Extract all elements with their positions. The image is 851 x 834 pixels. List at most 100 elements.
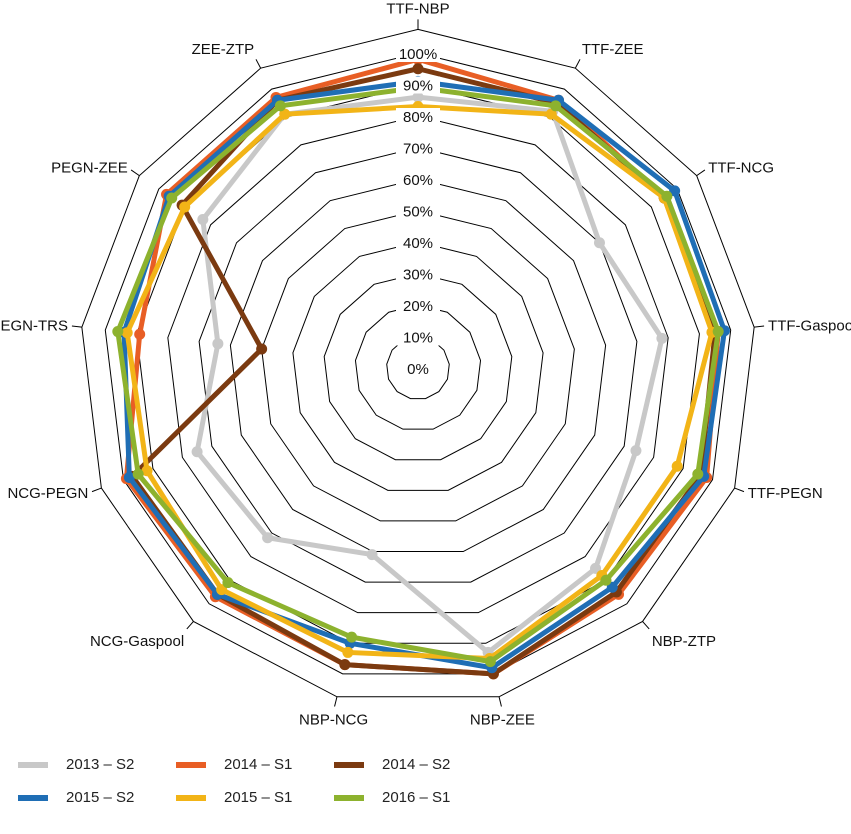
grid-outer-frame <box>81 28 755 698</box>
tick-label-bg <box>396 76 440 94</box>
series-point <box>191 446 203 458</box>
tick-label: 0% <box>407 361 429 378</box>
series-point <box>274 100 286 112</box>
series-point <box>606 581 618 593</box>
series-point <box>412 91 424 103</box>
series-point <box>669 185 681 197</box>
series-point <box>671 460 683 472</box>
legend-item: 2015 – S2 <box>18 789 176 806</box>
tick-label: 40% <box>403 235 433 252</box>
series-point <box>179 201 191 213</box>
axis-tick <box>754 325 765 328</box>
series-point <box>630 445 642 457</box>
grid-ring <box>292 241 544 491</box>
axis-tick <box>642 621 650 630</box>
axis-label: TTF-NCG <box>708 160 774 177</box>
tick-label: 60% <box>403 172 433 189</box>
series-point <box>141 465 153 477</box>
series-point <box>134 328 146 340</box>
legend-swatch <box>334 794 364 801</box>
axis-label: ZEE-ZTP <box>192 41 255 58</box>
series-line-5 <box>115 85 721 665</box>
axis-tick <box>71 325 82 328</box>
legend-swatch <box>176 794 206 801</box>
tick-label-bg <box>396 202 440 220</box>
series-point <box>545 108 557 120</box>
series-point <box>712 326 724 338</box>
series-point <box>412 63 424 75</box>
series-point <box>121 327 133 339</box>
series-point <box>262 532 274 544</box>
axis-tick <box>734 487 745 493</box>
series-point <box>132 468 144 480</box>
axis-tick <box>696 169 706 177</box>
tick-label: 70% <box>403 141 433 158</box>
axis-label: TTF-ZEE <box>582 41 644 58</box>
tick-label-bg <box>396 265 440 283</box>
legend-item: 2016 – S1 <box>334 789 492 806</box>
tick-label-bg <box>396 360 440 377</box>
grid-ring <box>261 209 575 522</box>
series-point <box>222 577 234 589</box>
axis-label: NBP-ZEE <box>470 711 535 728</box>
series-point <box>216 584 228 596</box>
axis-label: NCG-Gaspool <box>90 633 184 650</box>
tick-label: 20% <box>403 298 433 315</box>
series-point <box>346 631 358 643</box>
series-line-4 <box>124 104 715 662</box>
axis-tick <box>91 487 102 493</box>
legend-label: 2014 – S1 <box>224 756 293 773</box>
legend-swatch <box>176 761 206 768</box>
tick-label: 30% <box>403 267 433 284</box>
series-point <box>256 343 268 355</box>
grid-ring <box>323 272 513 461</box>
series-point <box>593 237 605 249</box>
grid-ring <box>386 335 450 400</box>
series-point <box>656 332 668 344</box>
tick-label-bg <box>396 45 440 62</box>
series-point <box>661 190 673 202</box>
legend: 2013 – S2 2014 – S1 2014 – S2 2015 – S2 … <box>18 748 538 814</box>
tick-label-bg <box>396 328 440 346</box>
grid-ring <box>104 52 732 675</box>
tick-label-bg <box>396 234 440 251</box>
series-point <box>197 213 209 225</box>
tick-label: 50% <box>403 204 433 221</box>
grid-ring <box>229 178 607 553</box>
radar-series <box>112 53 730 680</box>
legend-label: 2015 – S1 <box>224 789 293 806</box>
series-point <box>692 468 704 480</box>
legend-item: 2014 – S2 <box>334 756 492 773</box>
tick-label-bg <box>396 108 440 125</box>
tick-label: 80% <box>403 109 433 126</box>
axis-tick <box>186 621 194 630</box>
radial-tick-labels: 0% 10% 20% 30% 40% 50% 60% 70% 80% 90% 100% <box>396 45 440 378</box>
legend-label: 2016 – S1 <box>382 789 451 806</box>
tick-label: 10% <box>403 330 433 347</box>
legend-label: 2014 – S2 <box>382 756 451 773</box>
series-point <box>279 108 291 120</box>
legend-swatch <box>334 761 364 768</box>
grid-ring <box>198 146 638 583</box>
series-point <box>342 646 354 658</box>
legend-swatch <box>18 794 48 801</box>
axis-tick <box>334 696 338 707</box>
series-point <box>212 338 224 350</box>
series-line-0 <box>194 94 665 655</box>
series-point <box>590 562 602 574</box>
grid-ring <box>354 304 482 430</box>
axis-label: TTF-PEGN <box>748 485 823 502</box>
axis-label: TTF-Gaspool <box>768 317 851 334</box>
legend-item: 2015 – S1 <box>176 789 334 806</box>
series-point <box>166 192 178 204</box>
legend-row: 2015 – S2 2015 – S1 2016 – S1 <box>18 781 538 814</box>
axis-label: PEGN-TRS <box>0 317 68 334</box>
axis-label: NBP-NCG <box>299 711 368 728</box>
series-point <box>484 656 496 668</box>
axis-tick <box>574 59 581 69</box>
series-point <box>339 659 351 671</box>
tick-label-bg <box>396 297 440 314</box>
series-point <box>600 574 612 586</box>
legend-item: 2014 – S1 <box>176 756 334 773</box>
